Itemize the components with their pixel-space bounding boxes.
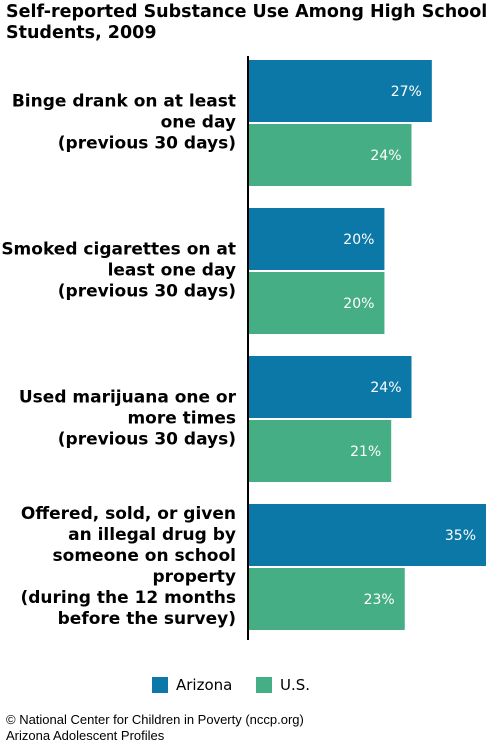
legend-item-arizona: Arizona <box>152 676 232 694</box>
bar-arizona-2 <box>249 356 412 418</box>
category-label: Used marijuana one or more times (previous… <box>19 388 237 450</box>
bar-arizona-3 <box>249 504 486 566</box>
category-label: Smoked cigarettes on at least one day (pre… <box>1 240 236 302</box>
bar-value-label: 23% <box>364 592 395 608</box>
bar-arizona-0 <box>249 60 432 122</box>
chart-title: Self-reported Substance Use Among High S… <box>6 2 488 43</box>
legend: Arizona U.S. <box>0 676 498 700</box>
bar-us-1 <box>249 272 385 334</box>
bar-chart: 27% 24% Binge drank on at least one day (pre… <box>1 56 486 640</box>
bar-value-label: 24% <box>370 380 401 396</box>
legend-label-arizona: Arizona <box>176 676 233 694</box>
bar-value-label: 24% <box>370 148 401 164</box>
bar-value-label: 20% <box>343 296 374 312</box>
footer-copyright: © National Center for Children in Povert… <box>6 712 304 727</box>
legend-item-us: U.S. <box>256 676 310 694</box>
legend-label-us: U.S. <box>280 676 311 694</box>
footer-source: Arizona Adolescent Profiles <box>6 728 165 743</box>
bar-value-label: 20% <box>343 232 374 248</box>
category-label: Offered, sold, or given an illegal drug b… <box>20 504 236 629</box>
legend-swatch-arizona <box>152 677 168 693</box>
bar-value-label: 27% <box>391 84 422 100</box>
legend-swatch-us <box>256 677 272 693</box>
category-label: Binge drank on at least one day (previous … <box>12 92 236 154</box>
bar-value-label: 35% <box>445 528 476 544</box>
bar-us-0 <box>249 124 412 186</box>
bar-us-3 <box>249 568 405 630</box>
footer: © National Center for Children in Povert… <box>6 712 304 744</box>
bar-arizona-1 <box>249 208 385 270</box>
bar-value-label: 21% <box>350 444 381 460</box>
bar-us-2 <box>249 420 392 482</box>
